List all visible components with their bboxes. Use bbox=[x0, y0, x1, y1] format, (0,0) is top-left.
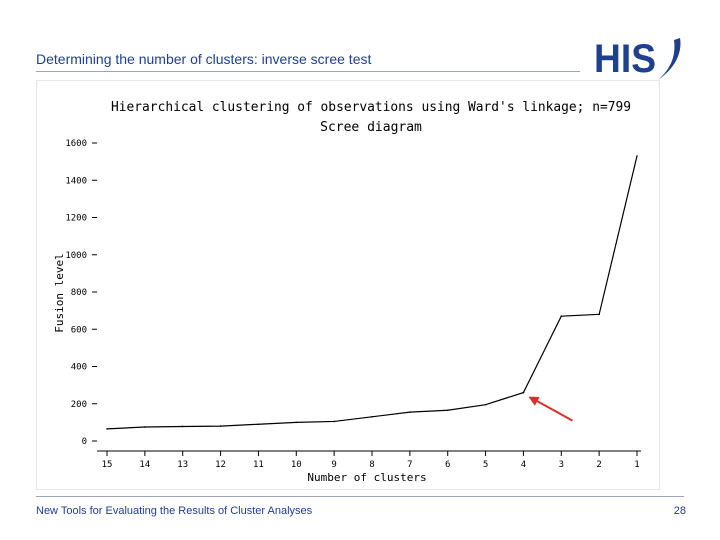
scree-chart: Hierarchical clustering of observations … bbox=[53, 100, 641, 484]
x-tick-label: 9 bbox=[331, 460, 336, 470]
y-tick-label: 1400 bbox=[65, 176, 87, 186]
chart-area: Hierarchical clustering of observations … bbox=[36, 80, 660, 490]
his-logo-text: HIS bbox=[594, 37, 656, 81]
data-point bbox=[522, 391, 525, 394]
x-tick-label: 5 bbox=[483, 460, 488, 470]
his-logo: HIS bbox=[594, 37, 681, 81]
slide-title: Determining the number of clusters: inve… bbox=[36, 51, 372, 67]
x-tick-label: 14 bbox=[139, 460, 150, 470]
y-tick-label: 1600 bbox=[65, 139, 87, 149]
elbow-annotation bbox=[528, 396, 573, 422]
x-tick-label: 2 bbox=[596, 460, 601, 470]
data-point bbox=[144, 426, 146, 428]
x-tick-label: 10 bbox=[291, 460, 302, 470]
x-tick-label: 7 bbox=[407, 460, 412, 470]
data-point bbox=[106, 428, 108, 430]
chart-title: Hierarchical clustering of observations … bbox=[111, 100, 631, 115]
arrow-shaft bbox=[533, 398, 573, 422]
x-tick-label: 3 bbox=[559, 460, 564, 470]
x-axis-label: Number of clusters bbox=[307, 471, 426, 484]
arrow-head bbox=[528, 396, 540, 406]
data-point bbox=[295, 421, 298, 424]
data-point bbox=[181, 425, 184, 428]
data-point bbox=[560, 315, 563, 318]
y-tick-label: 0 bbox=[82, 437, 87, 447]
data-point bbox=[598, 313, 600, 316]
footer-divider bbox=[36, 496, 684, 497]
chart-subtitle: Scree diagram bbox=[320, 120, 422, 135]
data-point bbox=[333, 420, 335, 423]
data-point bbox=[219, 425, 222, 427]
data-point bbox=[636, 155, 638, 157]
data-point bbox=[257, 423, 260, 426]
his-logo-swoosh bbox=[658, 38, 681, 80]
series-fusion-level bbox=[106, 155, 638, 430]
data-point bbox=[371, 415, 373, 418]
x-tick-label: 4 bbox=[521, 460, 526, 470]
x-tick-label: 15 bbox=[102, 460, 113, 470]
x-tick-label: 1 bbox=[634, 460, 639, 470]
y-axis-label: Fusion level bbox=[53, 253, 66, 332]
y-tick-label: 600 bbox=[71, 325, 87, 335]
page-number: 28 bbox=[673, 505, 686, 517]
x-axis-ticks: 15 14 13 12 11 10 9 8 7 6 5 4 3 2 1 bbox=[102, 451, 640, 470]
x-tick-label: 6 bbox=[445, 460, 450, 470]
y-axis-ticks: 0 200 400 600 800 1000 1200 1400 1600 bbox=[65, 139, 97, 447]
series-line bbox=[106, 155, 638, 430]
data-point bbox=[484, 403, 487, 406]
footer-text: New Tools for Evaluating the Results of … bbox=[36, 505, 313, 517]
data-point bbox=[446, 409, 449, 412]
y-tick-label: 800 bbox=[71, 288, 87, 298]
x-tick-label: 12 bbox=[215, 460, 226, 470]
x-tick-label: 13 bbox=[177, 460, 188, 470]
title-divider bbox=[36, 71, 580, 72]
data-point bbox=[409, 411, 411, 413]
y-tick-label: 1000 bbox=[65, 251, 87, 261]
y-tick-label: 1200 bbox=[65, 214, 87, 224]
x-tick-label: 11 bbox=[253, 460, 264, 470]
y-tick-label: 200 bbox=[71, 400, 87, 410]
x-tick-label: 8 bbox=[369, 460, 374, 470]
y-tick-label: 400 bbox=[71, 363, 87, 373]
